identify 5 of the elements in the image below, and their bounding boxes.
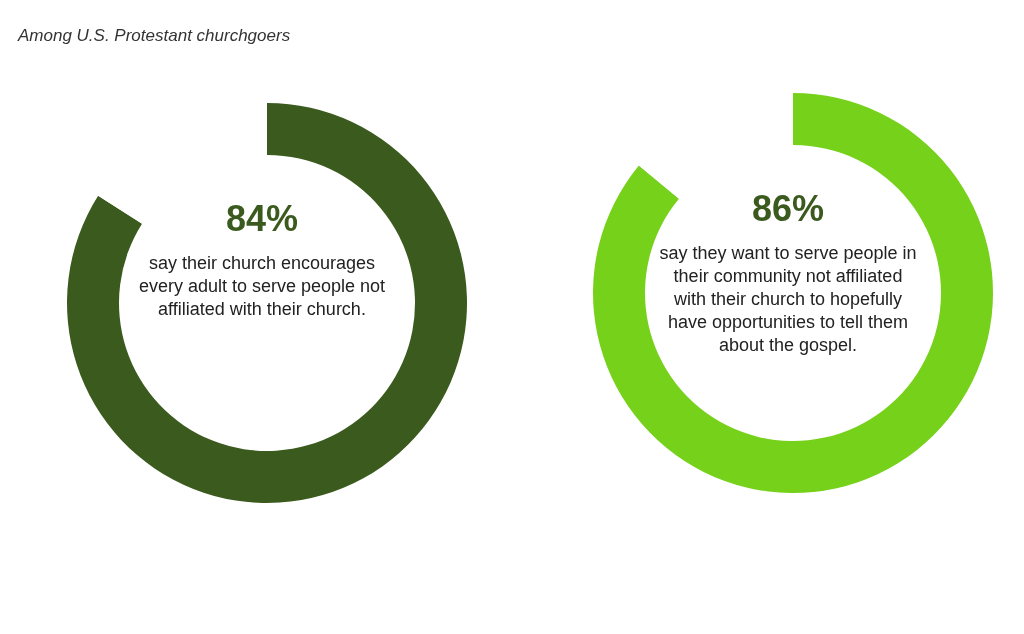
text: say they want to serve people in their community not affiliated with their church to hopefully have opportunities to tell them about the gospel.	[658, 242, 918, 357]
text: say their church encourages every adult to serve people not affiliated with their church.	[137, 252, 387, 321]
text: 86%	[750, 188, 826, 230]
chart-subtitle: Among U.S. Protestant churchgoers	[18, 26, 291, 46]
text: 84%	[224, 198, 300, 240]
